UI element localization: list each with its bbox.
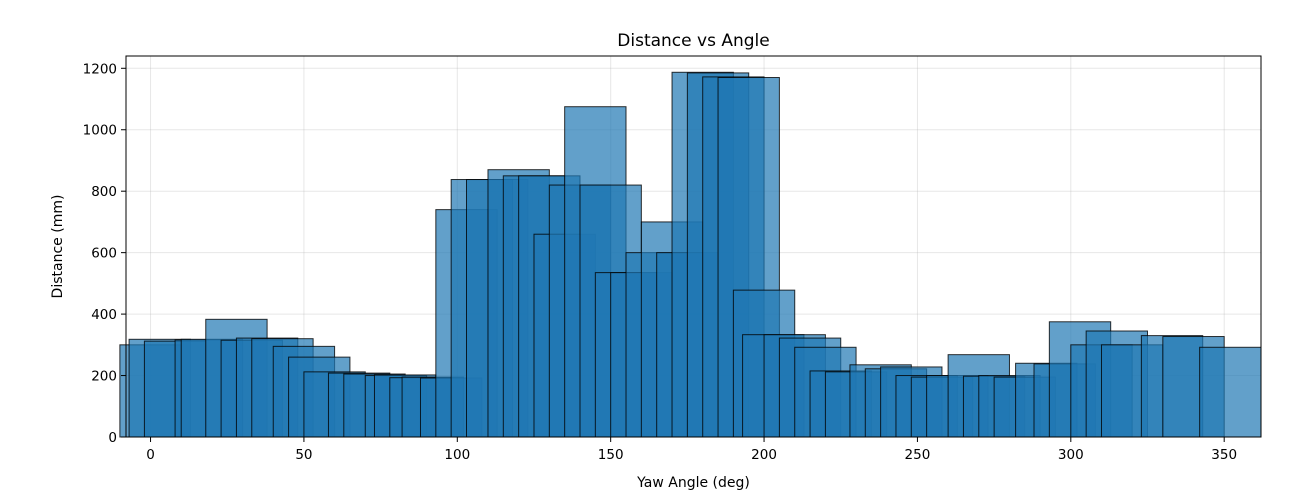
y-tick-label: 400 [91,307,117,323]
x-tick-label: 100 [444,447,470,463]
chart-title: Distance vs Angle [617,31,769,51]
x-tick-label: 300 [1058,447,1084,463]
x-tick-label: 0 [146,447,155,463]
y-tick-label: 1200 [83,61,117,77]
x-tick-label: 350 [1211,447,1237,463]
plot-frame [125,55,1262,438]
y-tick-label: 1000 [83,123,117,139]
x-tick-label: 200 [751,447,777,463]
y-tick-label: 200 [91,369,117,385]
x-ticks-layer: 0 50 100 150 200 250 300 350 [146,437,1237,463]
y-tick-label: 600 [91,246,117,262]
x-tick-label: 50 [295,447,312,463]
y-ticks-layer: 0 200 400 600 800 1000 1200 [83,61,126,446]
y-axis-label: Distance (mm) [50,195,66,299]
y-tick-label: 800 [91,184,117,200]
bar [1199,346,1262,438]
y-tick-label: 0 [108,430,117,446]
x-tick-label: 150 [598,447,624,463]
x-tick-label: 250 [905,447,931,463]
x-axis-label: Yaw Angle (deg) [636,475,750,491]
bars-layer [119,71,1262,438]
